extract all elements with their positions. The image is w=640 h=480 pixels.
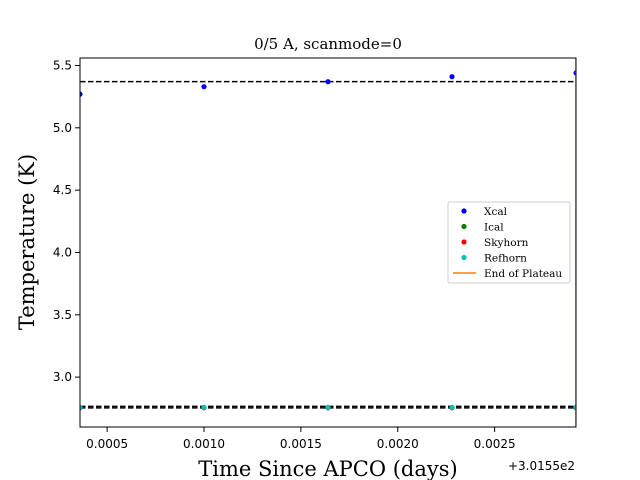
y-tick-label: 5.5 bbox=[53, 58, 72, 72]
x-tick-label: 0.0010 bbox=[183, 437, 225, 451]
legend-label-refhorn: Refhorn bbox=[484, 253, 527, 265]
legend-swatch-skyhorn bbox=[461, 239, 467, 245]
legend: Xcal Ical Skyhorn Refhorn End of Plateau bbox=[447, 201, 571, 284]
x-tick-label: 0.0025 bbox=[474, 437, 516, 451]
x-offset-label: +3.0155e2 bbox=[508, 459, 575, 473]
plot-area: 0.0005 0.0010 0.0015 0.0020 0.0025 3.0 3.5 4.0 4… bbox=[53, 57, 577, 451]
data-point-xcal bbox=[80, 91, 83, 97]
data-point-xcal bbox=[201, 84, 207, 90]
y-tick-label: 3.0 bbox=[53, 370, 72, 384]
y-tick-label: 4.5 bbox=[53, 183, 72, 197]
data-point-refhorn bbox=[325, 404, 331, 410]
legend-label-end-of-plateau: End of Plateau bbox=[484, 268, 562, 280]
legend-label-ical: Ical bbox=[484, 222, 504, 234]
legend-label-xcal: Xcal bbox=[484, 206, 508, 218]
y-tick-label: 3.5 bbox=[53, 308, 72, 322]
y-axis-label: Temperature (K) bbox=[15, 154, 39, 330]
data-point-refhorn bbox=[80, 404, 83, 410]
plot-frame bbox=[79, 57, 577, 428]
chart-title: 0/5 A, scanmode=0 bbox=[254, 35, 402, 53]
legend-box bbox=[447, 201, 571, 284]
data-point-xcal bbox=[449, 74, 455, 80]
legend-label-skyhorn: Skyhorn bbox=[484, 237, 529, 249]
legend-swatch-refhorn bbox=[461, 254, 467, 261]
data-point-refhorn bbox=[201, 404, 207, 410]
legend-swatch-ical bbox=[461, 223, 467, 230]
data-point-xcal bbox=[325, 79, 331, 85]
y-tick-label: 5.0 bbox=[53, 121, 72, 135]
y-tick-label: 4.0 bbox=[53, 245, 72, 259]
x-tick-label: 0.0005 bbox=[86, 437, 128, 451]
legend-swatch-xcal bbox=[461, 208, 467, 214]
data-layer bbox=[80, 58, 576, 427]
x-tick-label: 0.0020 bbox=[377, 437, 419, 451]
data-point-refhorn bbox=[449, 404, 455, 410]
x-axis-label: Time Since APCO (days) bbox=[198, 457, 457, 480]
x-tick-label: 0.0015 bbox=[280, 437, 322, 451]
